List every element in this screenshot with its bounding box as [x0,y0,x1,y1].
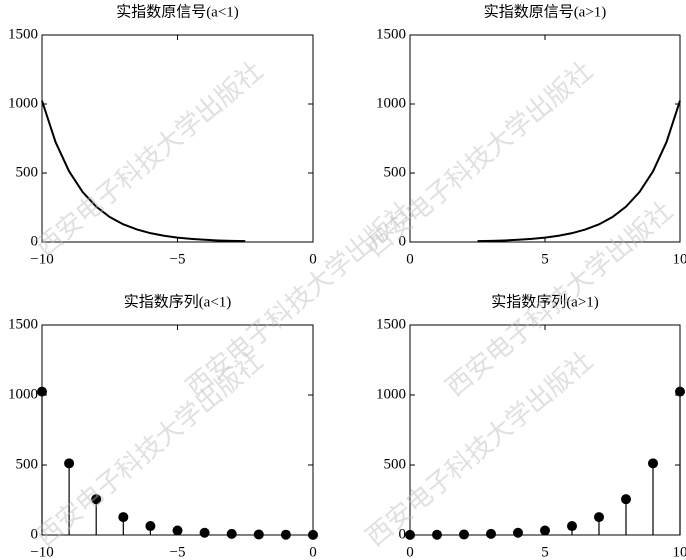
x-tick-label: −5 [170,544,186,560]
stem-marker [172,525,183,536]
stem-marker [253,529,264,540]
x-tick-label: 5 [541,544,549,560]
x-tick-label: 0 [406,544,414,560]
x-tick-label: 5 [541,251,549,267]
stem-marker [486,528,496,539]
y-tick-label: 1000 [376,95,406,111]
x-tick-label: −5 [170,251,186,267]
stem-marker [675,386,685,397]
x-tick-label: 0 [309,251,317,267]
chart-title: 实指数序列(a>1) [491,293,599,310]
stem-marker [540,525,550,536]
axes-frame [409,34,681,243]
x-tick-label: 10 [673,251,686,267]
y-tick-label: 0 [399,526,407,542]
y-tick-label: 500 [16,456,39,472]
chart-title: 实指数原信号(a<1) [116,3,239,20]
stem-marker [64,458,75,469]
stem-marker [145,521,156,532]
y-tick-label: 1500 [8,26,38,42]
x-tick-label: 0 [406,251,414,267]
y-tick-label: 1000 [8,95,38,111]
chart-title: 实指数原信号(a>1) [484,3,607,20]
signal-line [41,100,246,243]
stem-marker [280,529,291,540]
stem-marker [459,529,469,540]
y-tick-label: 0 [31,233,39,249]
y-tick-label: 1000 [8,386,38,402]
stem-marker [432,529,442,540]
stem-marker [91,494,102,505]
stem-marker [308,529,318,540]
stem-marker [567,521,577,532]
chart-title: 实指数序列(a<1) [124,293,232,310]
y-tick-label: 500 [384,456,407,472]
stem-marker [648,458,658,469]
stem-marker [37,386,47,397]
y-tick-label: 500 [16,164,39,180]
stem-marker [199,527,210,538]
stem-marker [621,494,631,505]
y-tick-label: 1500 [376,26,406,42]
x-tick-label: 0 [309,544,317,560]
stem-marker [118,512,129,523]
x-tick-label: −10 [30,544,53,560]
y-tick-label: 1500 [8,316,38,332]
x-tick-label: −10 [30,251,53,267]
y-tick-label: 500 [384,164,407,180]
stem-marker [226,528,237,539]
y-tick-label: 0 [399,233,407,249]
axes-frame [409,324,681,536]
stem-marker [594,512,604,523]
signal-line [477,100,681,243]
y-tick-label: 1500 [376,316,406,332]
y-tick-label: 1000 [376,386,406,402]
y-tick-label: 0 [31,526,39,542]
stem-marker [405,529,415,540]
stem-marker [513,527,523,538]
x-tick-label: 10 [673,544,686,560]
